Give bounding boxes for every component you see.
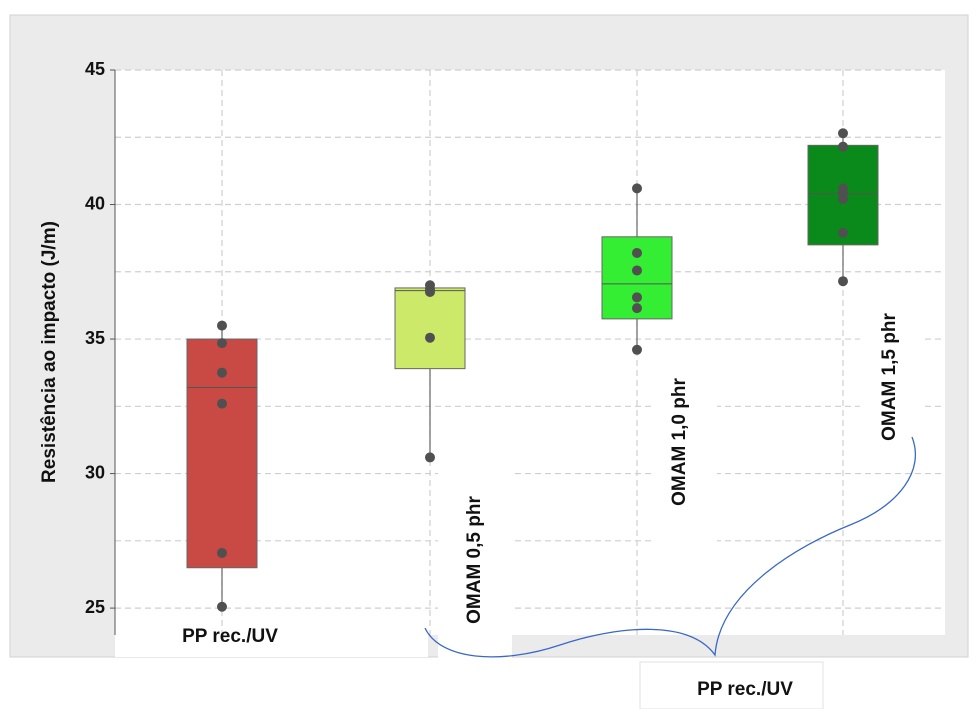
- data-point: [632, 247, 642, 258]
- data-point: [217, 338, 227, 349]
- data-point: [217, 398, 227, 409]
- data-point: [838, 194, 848, 205]
- y-tick-label: 25: [85, 597, 105, 617]
- label-bg: [115, 635, 428, 657]
- annotation: PP rec./UV: [697, 679, 793, 700]
- y-tick-label: 30: [85, 462, 105, 482]
- data-point: [632, 292, 642, 303]
- data-point: [632, 303, 642, 314]
- y-tick-label: 40: [85, 193, 105, 213]
- data-point: [838, 141, 848, 152]
- box: [394, 287, 466, 370]
- data-point: [425, 286, 435, 297]
- data-point: [838, 227, 848, 238]
- x-tick-label: PP rec./UV: [182, 626, 278, 647]
- brace: [424, 436, 917, 658]
- label-bg: [655, 348, 717, 543]
- data-point: [632, 265, 642, 276]
- data-point: [425, 452, 435, 463]
- data-point: [838, 128, 848, 139]
- y-tick-label: 45: [85, 59, 105, 79]
- label-bg: [860, 282, 922, 472]
- label-bg: [438, 458, 512, 660]
- data-point: [632, 344, 642, 355]
- data-point: [425, 332, 435, 343]
- data-point: [217, 601, 227, 612]
- data-point: [632, 183, 642, 194]
- y-axis-label: Resistência ao impacto (J/m): [39, 221, 60, 483]
- x-tick-label: OMAM 1,0 phr: [669, 378, 690, 506]
- annotation-box: [639, 661, 824, 709]
- data-point: [217, 367, 227, 378]
- data-point: [217, 547, 227, 558]
- x-tick-label: OMAM 1,5 phr: [879, 313, 900, 441]
- data-point: [838, 276, 848, 287]
- x-tick-label: OMAM 0,5 phr: [464, 496, 485, 624]
- data-point: [217, 320, 227, 331]
- y-tick-label: 35: [85, 328, 105, 348]
